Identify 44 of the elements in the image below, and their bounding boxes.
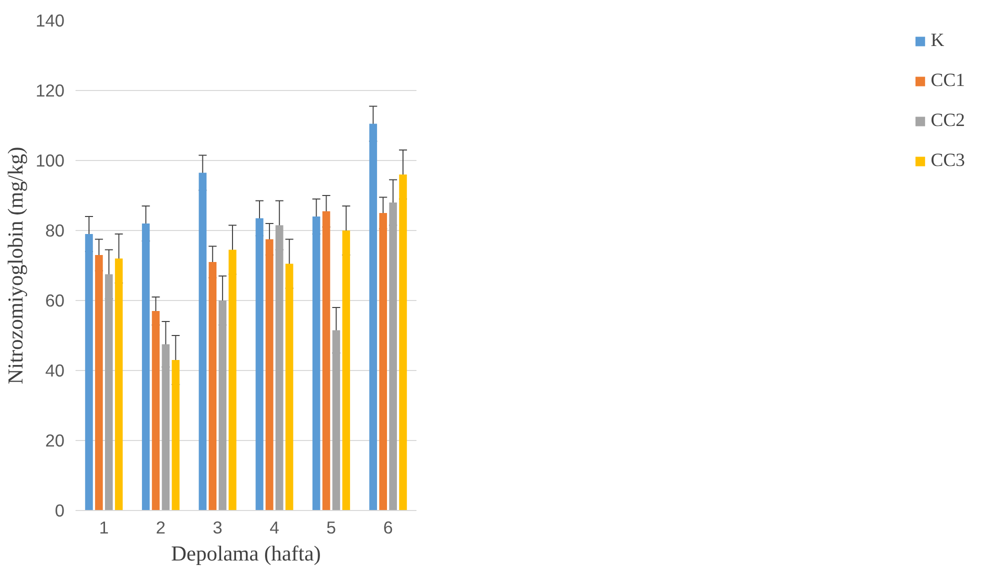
bar: [142, 224, 150, 510]
bar: [208, 262, 216, 510]
y-tick-label: 100: [36, 150, 65, 170]
legend-label: K: [930, 30, 946, 52]
bar: [256, 218, 264, 510]
bar: [285, 264, 294, 510]
bar: [399, 174, 407, 510]
bar: [218, 300, 226, 510]
bar: [162, 344, 170, 510]
x-tick-label: 5: [326, 518, 336, 538]
legend-label: CC1: [930, 70, 965, 92]
bar: [342, 230, 350, 510]
y-tick-label: 0: [54, 500, 65, 520]
bar: [198, 172, 207, 510]
x-tick-label: 2: [156, 518, 166, 538]
bar: [276, 225, 284, 510]
x-tick-label: 3: [212, 518, 222, 538]
bar: [332, 330, 340, 510]
bar: [172, 360, 180, 510]
x-axis-title: Depolama (hafta): [171, 542, 321, 566]
y-axis-title: Nitrozomiyoglobin (mg/kg): [4, 146, 28, 384]
y-tick-label: 40: [45, 360, 65, 380]
bar: [322, 211, 330, 510]
bar: [95, 255, 103, 510]
y-tick-label: 20: [45, 430, 65, 450]
x-tick-label: 6: [383, 518, 393, 538]
bar: [114, 258, 123, 510]
bar: [152, 311, 160, 510]
bar: [369, 124, 378, 510]
legend-label: CC3: [930, 150, 965, 172]
bar: [85, 234, 93, 510]
x-tick-label: 1: [99, 518, 109, 538]
x-tick-label: 4: [270, 518, 280, 538]
y-tick-label: 120: [36, 80, 65, 100]
bar: [312, 216, 320, 510]
bar: [105, 274, 113, 510]
y-tick-label: 80: [45, 220, 65, 240]
y-tick-label: 140: [36, 10, 65, 30]
bar: [266, 239, 274, 510]
bar: [228, 250, 236, 510]
legend-label: CC2: [930, 110, 965, 132]
bar: [389, 202, 397, 510]
bar: [379, 213, 387, 510]
y-tick-label: 60: [45, 290, 65, 310]
